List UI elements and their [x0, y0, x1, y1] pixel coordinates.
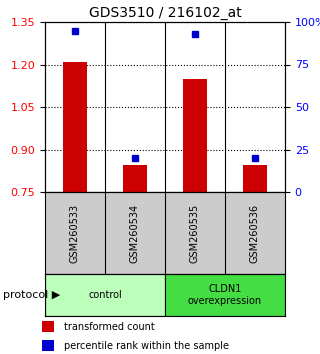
- Text: GSM260535: GSM260535: [190, 204, 200, 263]
- Bar: [123, 165, 147, 192]
- Bar: [243, 165, 267, 192]
- Bar: [42, 340, 54, 351]
- Text: CLDN1
overexpression: CLDN1 overexpression: [188, 284, 262, 306]
- Bar: [45, 274, 165, 316]
- Text: GSM260534: GSM260534: [130, 204, 140, 263]
- Text: control: control: [88, 290, 122, 300]
- Text: percentile rank within the sample: percentile rank within the sample: [64, 341, 229, 351]
- Text: transformed count: transformed count: [64, 322, 155, 332]
- Title: GDS3510 / 216102_at: GDS3510 / 216102_at: [89, 6, 241, 19]
- Text: GSM260533: GSM260533: [70, 204, 80, 263]
- Bar: [183, 79, 207, 192]
- Bar: [42, 321, 54, 332]
- Text: GSM260536: GSM260536: [250, 204, 260, 263]
- Bar: [165, 274, 285, 316]
- Bar: [63, 62, 87, 192]
- Text: protocol ▶: protocol ▶: [3, 290, 60, 300]
